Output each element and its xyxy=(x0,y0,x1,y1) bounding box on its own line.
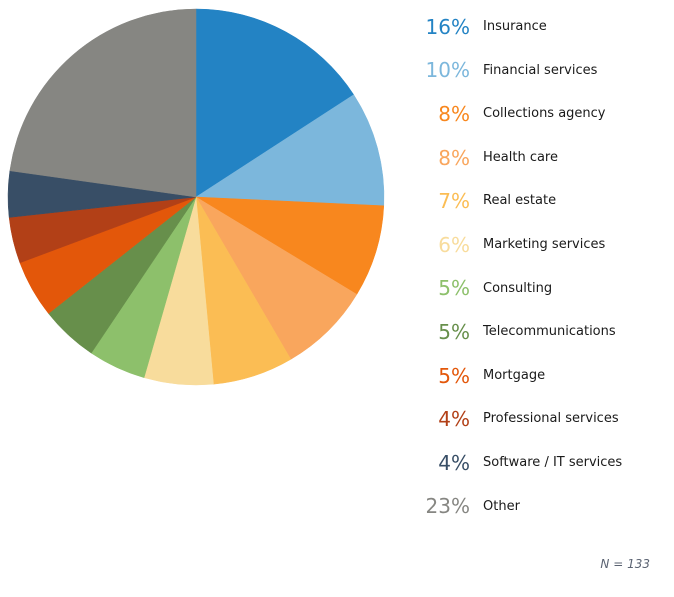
legend-label-health-care: Health care xyxy=(483,149,558,165)
legend-item-consulting: 5% Consulting xyxy=(418,267,674,311)
legend-item-marketing-services: 6% Marketing services xyxy=(418,223,674,267)
legend-label-software-it-services: Software / IT services xyxy=(483,454,623,470)
legend-percent-other: 23% xyxy=(425,494,470,519)
legend-percent-mortgage: 5% xyxy=(438,363,470,388)
pie-slice-collections-agency xyxy=(195,196,385,295)
legend-percent-financial-services: 10% xyxy=(425,58,470,83)
sample-size-note: N = 133 xyxy=(600,557,650,571)
legend-label-telecommunications: Telecommunications xyxy=(483,324,616,340)
legend-percent-insurance: 16% xyxy=(425,14,470,39)
pie-slice-other xyxy=(9,8,197,198)
legend-label-mortgage: Mortgage xyxy=(483,367,546,383)
legend-label-other: Other xyxy=(483,498,520,514)
pie-chart xyxy=(7,8,385,386)
legend-percent-marketing-services: 6% xyxy=(438,232,470,257)
legend-item-insurance: 16% Insurance xyxy=(418,5,674,49)
legend-item-financial-services: 10% Financial services xyxy=(418,49,674,93)
legend-percent-software-it-services: 4% xyxy=(438,450,470,475)
legend-percent-professional-services: 4% xyxy=(438,407,470,432)
legend-item-telecommunications: 5% Telecommunications xyxy=(418,310,674,354)
legend-label-consulting: Consulting xyxy=(483,280,553,296)
legend-item-mortgage: 5% Mortgage xyxy=(418,354,674,398)
legend-percent-collections-agency: 8% xyxy=(438,101,470,126)
legend-percent-health-care: 8% xyxy=(438,145,470,170)
legend-item-collections-agency: 8% Collections agency xyxy=(418,92,674,136)
legend-item-software-it-services: 4% Software / IT services xyxy=(418,441,674,485)
pie-slice-health-care xyxy=(195,196,358,360)
pie-slice-financial-services xyxy=(195,94,385,207)
legend-label-insurance: Insurance xyxy=(483,19,547,34)
legend-item-health-care: 8% Health care xyxy=(418,136,674,180)
legend-percent-telecommunications: 5% xyxy=(438,319,470,344)
legend-label-marketing-services: Marketing services xyxy=(483,236,606,252)
legend-item-other: 23% Other xyxy=(418,485,674,529)
legend-item-real-estate: 7% Real estate xyxy=(418,179,674,223)
legend-item-professional-services: 4% Professional services xyxy=(418,397,674,441)
legend-label-financial-services: Financial services xyxy=(483,62,598,78)
pie-slice-insurance xyxy=(195,8,355,198)
legend-label-real-estate: Real estate xyxy=(483,193,557,209)
legend-label-professional-services: Professional services xyxy=(483,411,619,427)
legend-label-collections-agency: Collections agency xyxy=(483,106,606,122)
legend-percent-consulting: 5% xyxy=(438,276,470,301)
legend: 16% Insurance 10% Financial services 8% Colle… xyxy=(418,5,674,528)
legend-percent-real-estate: 7% xyxy=(438,189,470,214)
